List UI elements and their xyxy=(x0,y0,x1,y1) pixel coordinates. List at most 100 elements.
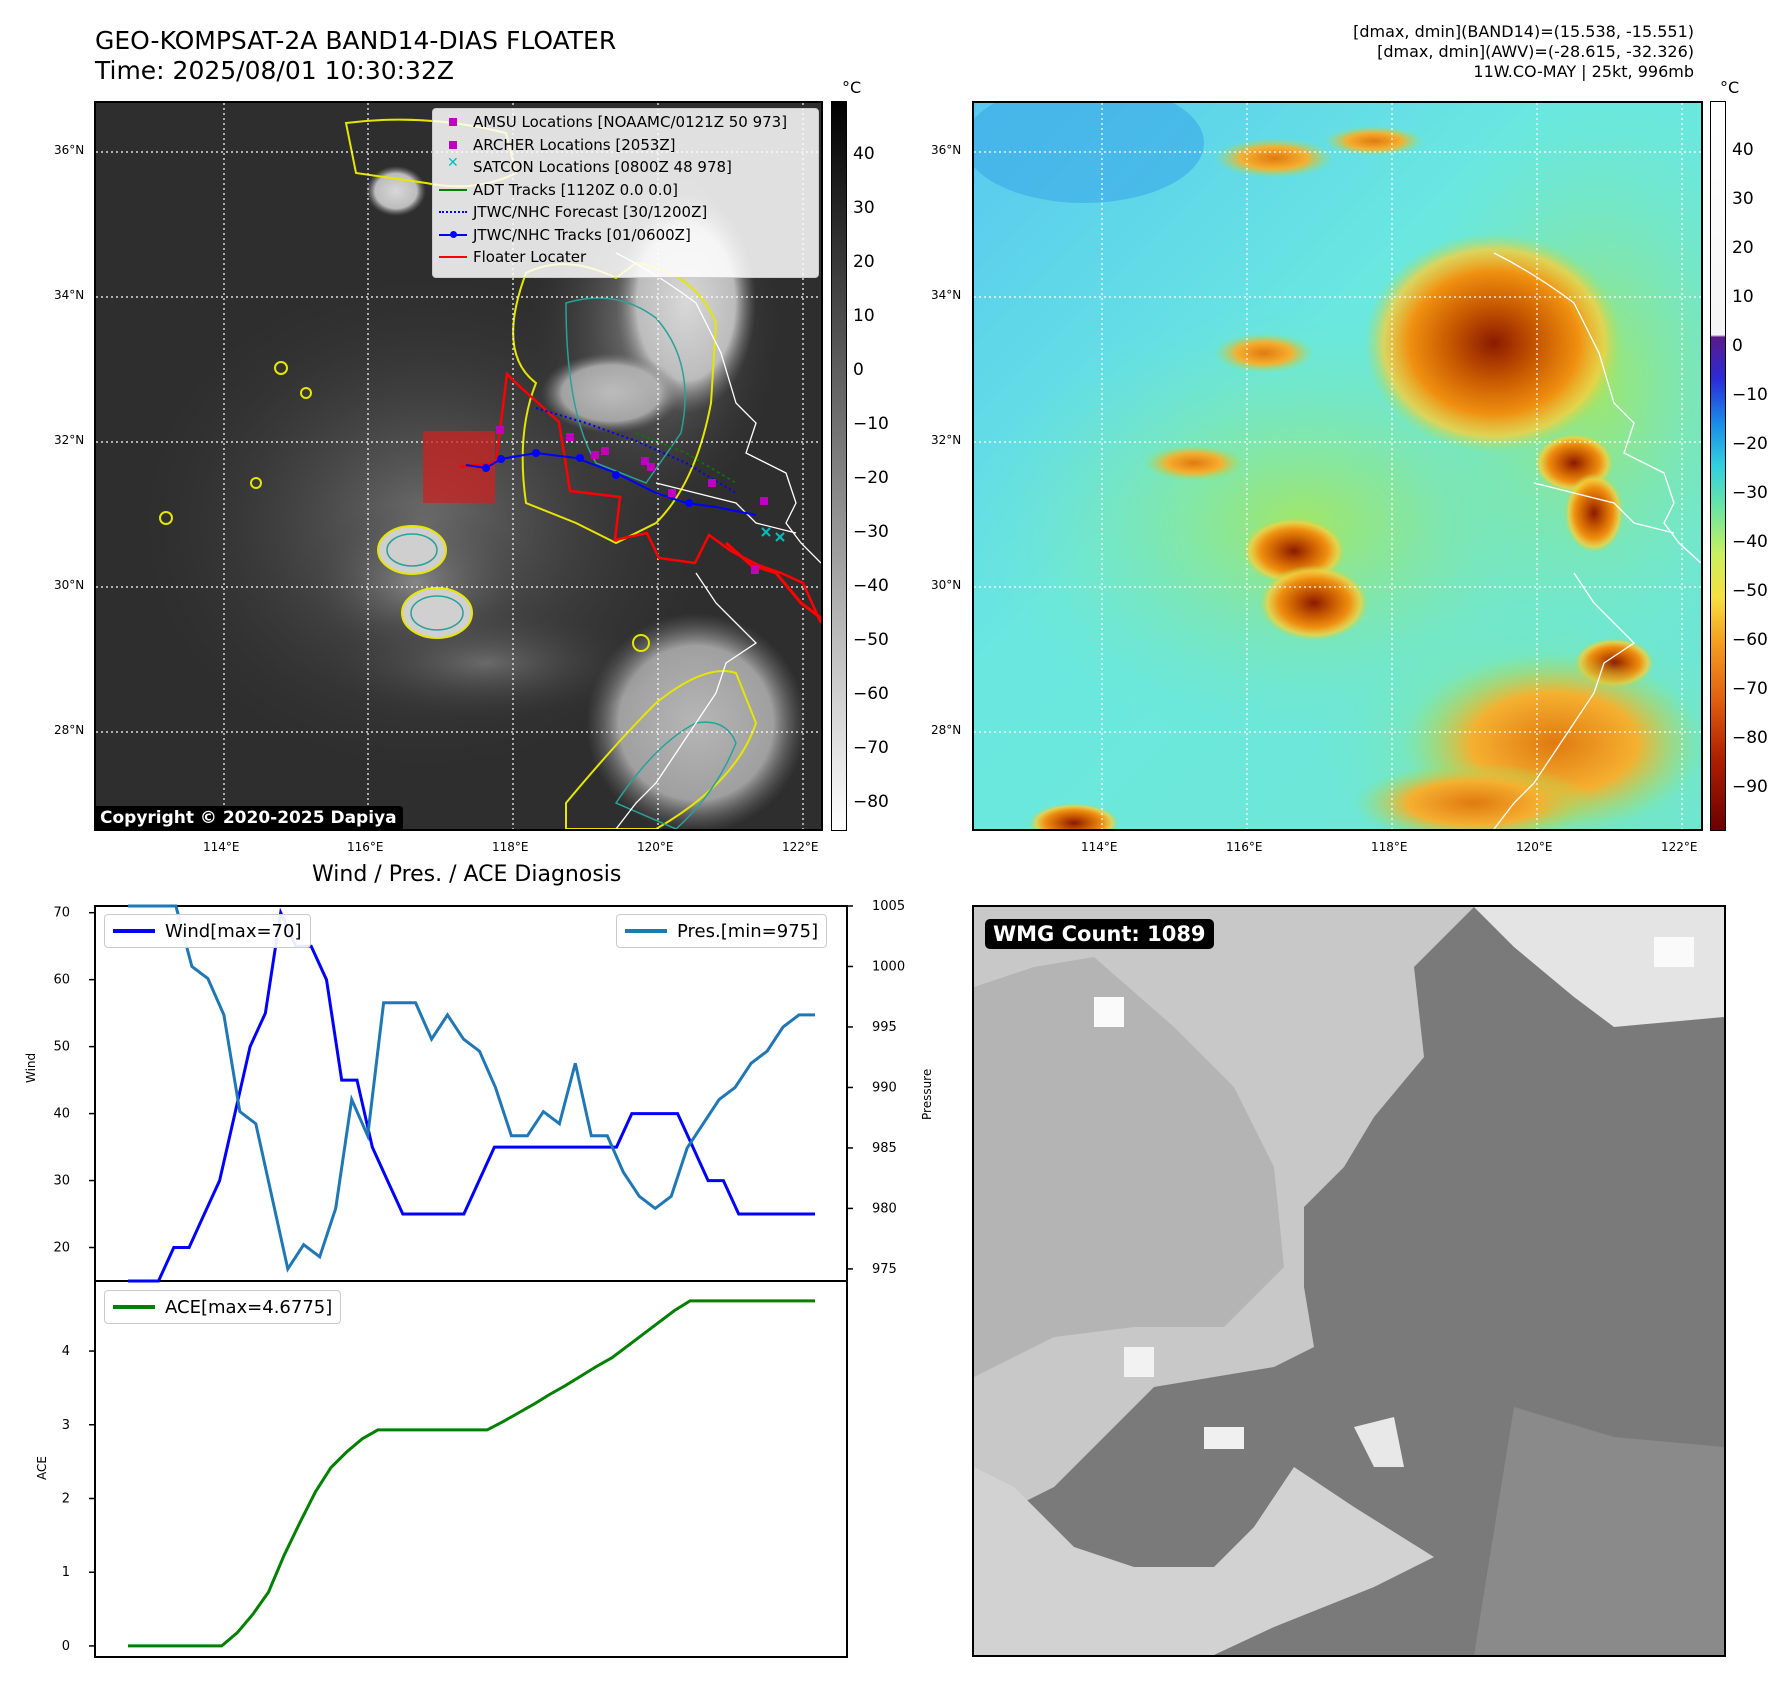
y-tick-label: 1 xyxy=(62,1565,70,1580)
lon-tick: 114°E xyxy=(203,840,240,854)
lat-tick: 32°N xyxy=(54,433,85,447)
diagnosis-chart-title: Wind / Pres. / ACE Diagnosis xyxy=(312,862,622,887)
ace-legend: ACE[max=4.6775] xyxy=(104,1290,342,1324)
colorbar-tick-label: 0 xyxy=(853,360,864,380)
pressure-legend-label: Pres.[min=975] xyxy=(677,920,819,942)
info-storm-intensity: 11W.CO-MAY | 25kt, 996mb xyxy=(1473,62,1694,81)
y-tick-label: 0 xyxy=(62,1639,70,1654)
y-tick-label: 4 xyxy=(62,1344,70,1359)
wind-axis-label: Wind xyxy=(24,1052,38,1083)
colorbar-tick-label: −60 xyxy=(853,684,889,704)
lon-tick: 120°E xyxy=(1516,840,1553,854)
title-line-2: Time: 2025/08/01 10:30:32Z xyxy=(95,56,454,85)
pressure-series-line xyxy=(128,904,815,1273)
jtwc-track xyxy=(465,451,757,516)
legend-label: ARCHER Locations [2053Z] xyxy=(473,135,676,154)
wind-series-line xyxy=(128,907,815,1283)
copyright-badge: Copyright © 2020-2025 Dapiya xyxy=(94,806,403,830)
lon-tick: 120°E xyxy=(637,840,674,854)
colorbar-tick-label: −20 xyxy=(853,468,889,488)
ace-axes-frame xyxy=(94,1280,848,1658)
legend-item-satcon: ✕ SATCON Locations [0800Z 48 978] xyxy=(433,155,818,179)
storm-info: [dmax, dmin](BAND14)=(15.538, -15.551) [… xyxy=(1353,22,1694,82)
title-line-1: GEO-KOMPSAT-2A BAND14-DIAS FLOATER xyxy=(95,26,617,55)
wind-pressure-axes-frame xyxy=(94,905,848,1282)
awv-colorbar xyxy=(1710,101,1726,831)
jtwc-track-points xyxy=(482,449,693,507)
square-marker-icon xyxy=(433,111,473,133)
legend-label: ADT Tracks [1120Z 0.0 0.0] xyxy=(473,180,678,199)
colorbar-tick-label: 30 xyxy=(1732,189,1754,209)
line-dot-icon xyxy=(433,224,473,246)
y-tick-label: 1005 xyxy=(872,899,905,914)
colorbar-tick-label: −10 xyxy=(1732,385,1768,405)
pressure-legend: Pres.[min=975] xyxy=(616,914,828,948)
ir-legend: AMSU Locations [NOAAMC/0121Z 50 973] ARC… xyxy=(432,108,819,278)
legend-item-jtwc-forecast: JTWC/NHC Forecast [30/1200Z] xyxy=(433,201,818,224)
colorbar-tick-label: −70 xyxy=(1732,679,1768,699)
y-tick-label: 985 xyxy=(872,1141,897,1156)
y-tick-label: 2 xyxy=(62,1491,70,1506)
legend-label: JTWC/NHC Forecast [30/1200Z] xyxy=(473,203,708,222)
ace-series-line xyxy=(128,1299,815,1648)
y-tick-label: 990 xyxy=(872,1080,897,1095)
pressure-y-ticks: 1005 1000 995 990 985 980 975 xyxy=(847,899,905,1277)
y-tick-label: 995 xyxy=(872,1020,897,1035)
legend-label: AMSU Locations [NOAAMC/0121Z 50 973] xyxy=(473,113,788,132)
line-icon xyxy=(113,1305,155,1309)
info-band14-range: [dmax, dmin](BAND14)=(15.538, -15.551) xyxy=(1353,22,1694,41)
lat-tick: 36°N xyxy=(54,143,85,157)
colorbar-tick-label: −50 xyxy=(853,630,889,650)
lat-tick: 36°N xyxy=(931,143,962,157)
y-tick-label: 20 xyxy=(53,1241,70,1256)
colorbar-tick-label: −80 xyxy=(853,792,889,812)
colorbar-tick-label: −40 xyxy=(853,576,889,596)
colorbar-tick-label: −60 xyxy=(1732,630,1768,650)
ace-legend-label: ACE[max=4.6775] xyxy=(165,1296,333,1318)
lat-tick: 30°N xyxy=(54,578,85,592)
ace-y-ticks: 4 3 2 1 0 xyxy=(62,1344,95,1654)
colorbar-tick-label: 20 xyxy=(853,252,875,272)
colorbar-tick-label: −50 xyxy=(1732,581,1768,601)
legend-label: SATCON Locations [0800Z 48 978] xyxy=(473,158,732,177)
wind-y-ticks: 70 60 50 40 30 20 xyxy=(53,906,95,1256)
colorbar-tick-label: −70 xyxy=(853,738,889,758)
y-tick-label: 60 xyxy=(53,973,70,988)
y-tick-label: 1000 xyxy=(872,959,905,974)
legend-item-jtwc-tracks: JTWC/NHC Tracks [01/0600Z] xyxy=(433,224,818,247)
colorbar-tick-label: 0 xyxy=(1732,336,1743,356)
y-tick-label: 30 xyxy=(53,1174,70,1189)
lat-tick: 30°N xyxy=(931,578,962,592)
legend-item-archer: ARCHER Locations [2053Z] xyxy=(433,134,818,157)
legend-label: Floater Locater xyxy=(473,248,587,267)
info-awv-range: [dmax, dmin](AWV)=(-28.615, -32.326) xyxy=(1377,42,1694,61)
colorbar-tick-label: −10 xyxy=(853,414,889,434)
ir-colorbar xyxy=(831,101,847,831)
line-icon xyxy=(433,179,473,201)
wmg-panel xyxy=(972,905,1726,1657)
wind-legend-label: Wind[max=70] xyxy=(165,920,302,942)
lat-tick: 32°N xyxy=(931,433,962,447)
lon-tick: 122°E xyxy=(1661,840,1698,854)
y-tick-label: 975 xyxy=(872,1262,897,1277)
satcon-markers xyxy=(761,527,785,542)
awv-gridlines xyxy=(974,103,1701,829)
y-tick-label: 980 xyxy=(872,1201,897,1216)
colorbar-tick-label: 20 xyxy=(1732,238,1754,258)
colorbar-tick-label: −80 xyxy=(1732,728,1768,748)
lat-tick: 34°N xyxy=(54,288,85,302)
colorbar-tick-label: −30 xyxy=(1732,483,1768,503)
legend-item-adt: ADT Tracks [1120Z 0.0 0.0] xyxy=(433,179,818,202)
legend-label: JTWC/NHC Tracks [01/0600Z] xyxy=(473,225,691,244)
x-marker-icon: ✕ xyxy=(447,155,459,172)
lat-tick: 28°N xyxy=(54,723,85,737)
lat-tick: 34°N xyxy=(931,288,962,302)
line-icon xyxy=(113,929,155,933)
archer-markers xyxy=(496,426,768,574)
ace-axis-label: ACE xyxy=(35,1456,49,1480)
y-tick-label: 3 xyxy=(62,1418,70,1433)
line-icon xyxy=(625,929,667,933)
legend-item-floater: Floater Locater xyxy=(433,246,818,269)
lon-tick: 114°E xyxy=(1081,840,1118,854)
lat-tick: 28°N xyxy=(931,723,962,737)
